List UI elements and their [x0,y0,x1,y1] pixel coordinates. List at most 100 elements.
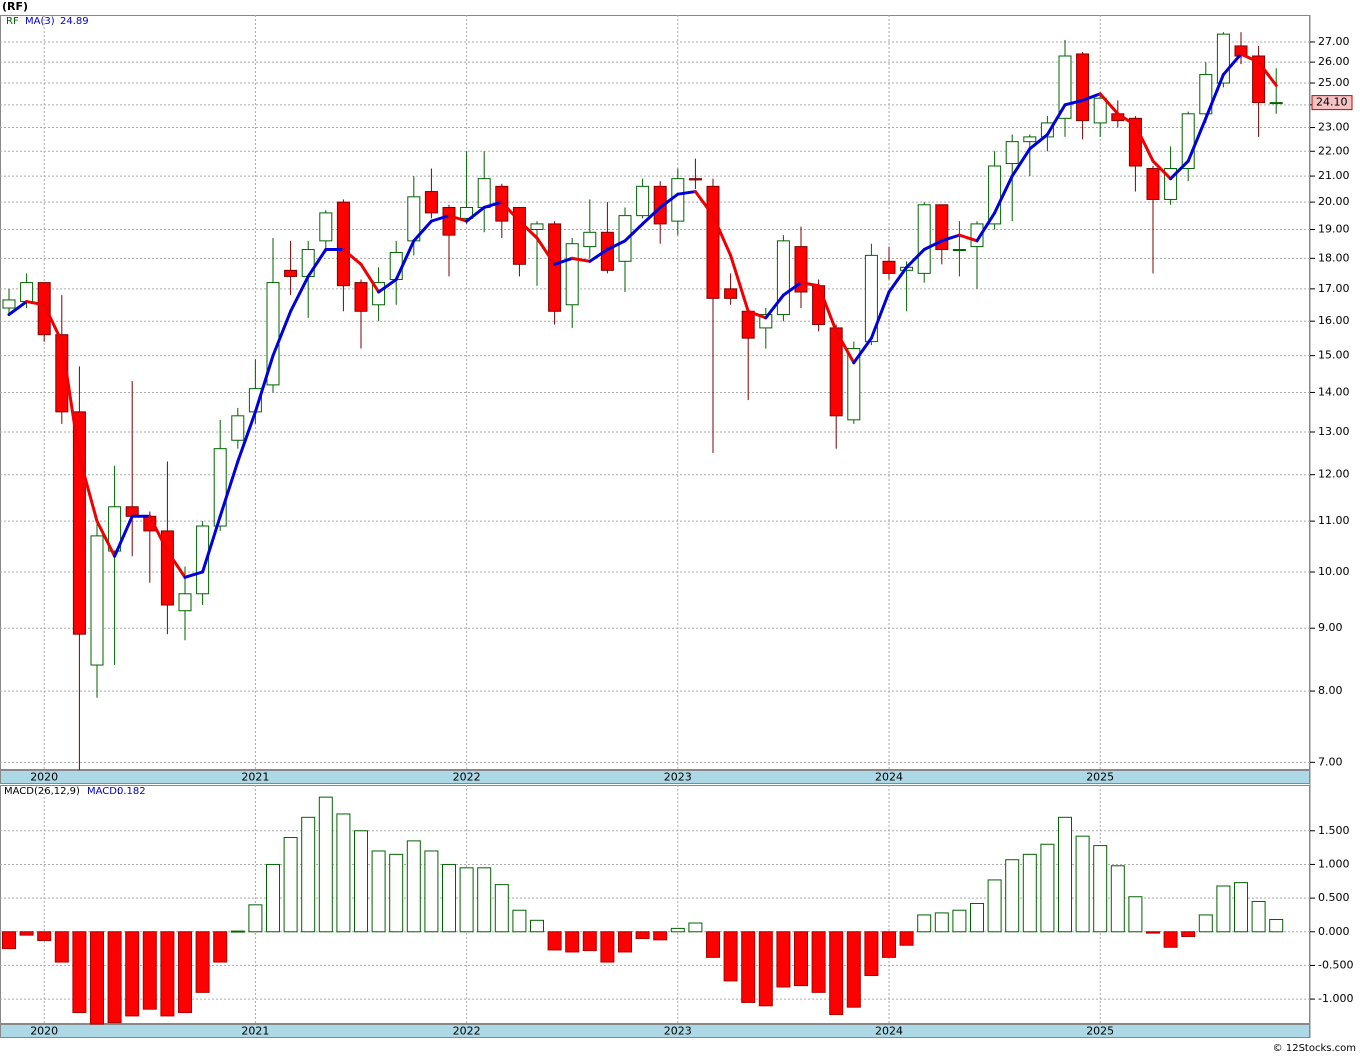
macd-bar [459,867,474,933]
ma-segment [447,214,469,223]
copyright: © 12Stocks.com [1273,1043,1356,1054]
ma-segment [394,239,416,282]
ma-segment [658,192,680,209]
candle-body [1269,102,1283,105]
ma-segment [781,281,803,297]
macd-bar [987,879,1002,933]
y-tick-label: 0.000 [1318,925,1350,938]
macd-bar [72,931,87,1014]
ma-segment [711,214,733,257]
ma-segment [922,239,944,252]
ma-segment [236,410,257,464]
macd-bar [125,931,140,1017]
candle-body [2,299,16,309]
ma-segment [253,354,275,414]
y-tick-label: 18.00 [1318,251,1350,264]
candle-body [1005,141,1019,165]
ma-segment [77,455,99,523]
macd-bar [1058,816,1072,933]
ma-segment [95,519,117,558]
macd-bar [2,931,16,950]
y-tick-label: 1.000 [1318,857,1350,870]
legend-ma-value: 24.89 [60,16,89,27]
macd-bar [776,931,791,988]
macd-bar [107,931,122,1024]
candle-body [741,310,755,339]
y-tick-label: 22.00 [1318,144,1350,157]
ma-segment [570,256,592,263]
candle-body [548,223,562,312]
ma-segment [1010,147,1032,178]
candle-body [442,206,456,236]
ma-segment [993,174,1014,215]
macd-bar [829,931,844,1016]
legend-ticker: RF [6,16,19,27]
candle-body [917,204,931,274]
macd-bar [160,931,175,1017]
ma-segment [1028,133,1049,151]
macd-bar [846,931,861,1008]
ma-segment [905,248,926,269]
ma-segment [1151,159,1173,181]
legend-macd: MACD: [87,786,120,797]
macd-bar [142,931,157,1010]
macd-bar [582,931,597,952]
ma-segment [289,274,310,313]
macd-bar [37,931,52,942]
ma-segment [42,303,64,344]
ma-segment [113,514,134,558]
macd-bar [371,850,386,933]
y-tick-label: -0.500 [1318,958,1353,971]
x-tick-label: 2021 [241,771,269,784]
y-tick-label: 14.00 [1318,385,1350,398]
macd-bar [1146,931,1160,934]
legend-macd-value: 0.182 [117,786,146,797]
candle-body [794,246,808,293]
macd-bar [1251,900,1266,933]
macd-bar [1075,835,1090,933]
candle-body [583,231,597,248]
macd-bar [794,931,808,987]
ma-segment [1186,116,1208,163]
macd-bar [1005,859,1020,933]
price-marker-label: 24.10 [1316,96,1348,109]
price-marker [1311,95,1353,111]
x-tick-label: 2020 [30,1025,58,1038]
macd-bar [195,931,210,993]
ma-segment [852,336,873,365]
macd-bar [1128,896,1143,933]
ma-segment [676,190,697,196]
ma-segment [1063,98,1085,107]
candle-body [284,269,298,277]
ma-segment [834,329,856,365]
macd-bar [811,931,826,993]
legend-indicator: MACD(26,12,9) [4,786,80,797]
macd-bar [1110,865,1125,933]
candle-body [1146,168,1160,200]
ma-segment [429,214,451,223]
macd-bar [1093,845,1108,933]
candle-body [636,185,650,217]
macd-bar [354,830,368,933]
macd-bar [494,884,509,933]
y-tick-label: 19.00 [1318,222,1350,235]
x-tick-label: 2021 [241,1025,269,1038]
y-tick-label: 8.00 [1318,684,1343,697]
y-tick-label: 26.00 [1318,55,1350,68]
macd-bar [688,922,703,933]
candle-body [565,243,579,306]
ma-segment [623,222,645,243]
ma-segment [693,190,715,218]
macd-bar [1198,914,1213,933]
ma-segment [1221,52,1243,77]
y-tick-label: 20.00 [1318,195,1350,208]
ma-segment [553,256,574,266]
ma-segment [341,248,363,266]
macd-bar [1163,931,1178,948]
y-tick-label: 7.00 [1318,755,1343,768]
y-tick-label: 13.00 [1318,425,1350,438]
y-tick-label: 10.00 [1318,565,1350,578]
macd-bar [178,931,192,1014]
macd-bar [19,931,34,936]
ma-segment [165,549,187,579]
